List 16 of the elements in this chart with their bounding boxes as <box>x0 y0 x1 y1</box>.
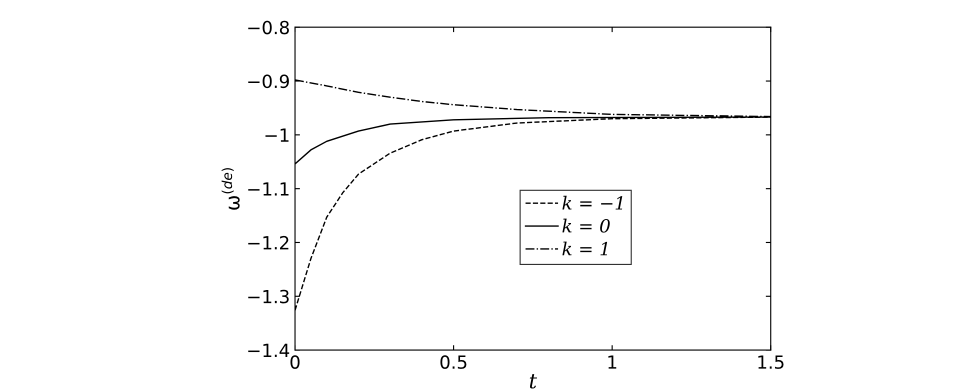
y-tick-label: −1.2 <box>248 236 288 250</box>
y-tick-label: −1.1 <box>248 182 288 196</box>
legend-label: k = −1 <box>562 196 622 210</box>
x-tick-label: 1 <box>608 356 616 369</box>
y-axis-title: ω$^{(de)}$ <box>222 168 240 210</box>
x-tick-label: 0.5 <box>440 355 466 369</box>
y-tick-label: −1 <box>265 128 288 142</box>
x-axis-title: t <box>530 374 538 389</box>
y-tick-label: −0.9 <box>248 74 289 88</box>
x-tick-label: 0 <box>290 355 300 369</box>
y-tick-label: −1.3 <box>248 290 289 304</box>
legend-label: k = 1 <box>562 242 608 256</box>
legend-label: k = 0 <box>562 218 610 233</box>
x-tick-label: 1.5 <box>758 356 784 369</box>
y-tick-label: −0.8 <box>248 20 289 34</box>
y-tick-label: −1.4 <box>248 344 290 357</box>
